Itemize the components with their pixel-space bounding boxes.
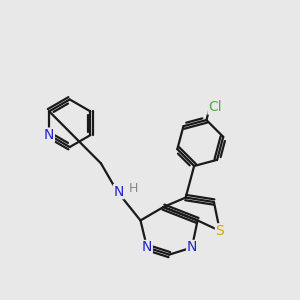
Text: N: N — [187, 241, 197, 254]
Text: N: N — [44, 128, 54, 142]
Text: S: S — [215, 224, 224, 238]
Text: Cl: Cl — [208, 100, 222, 114]
Text: N: N — [114, 184, 124, 199]
Text: N: N — [142, 241, 152, 254]
Text: H: H — [129, 182, 138, 195]
